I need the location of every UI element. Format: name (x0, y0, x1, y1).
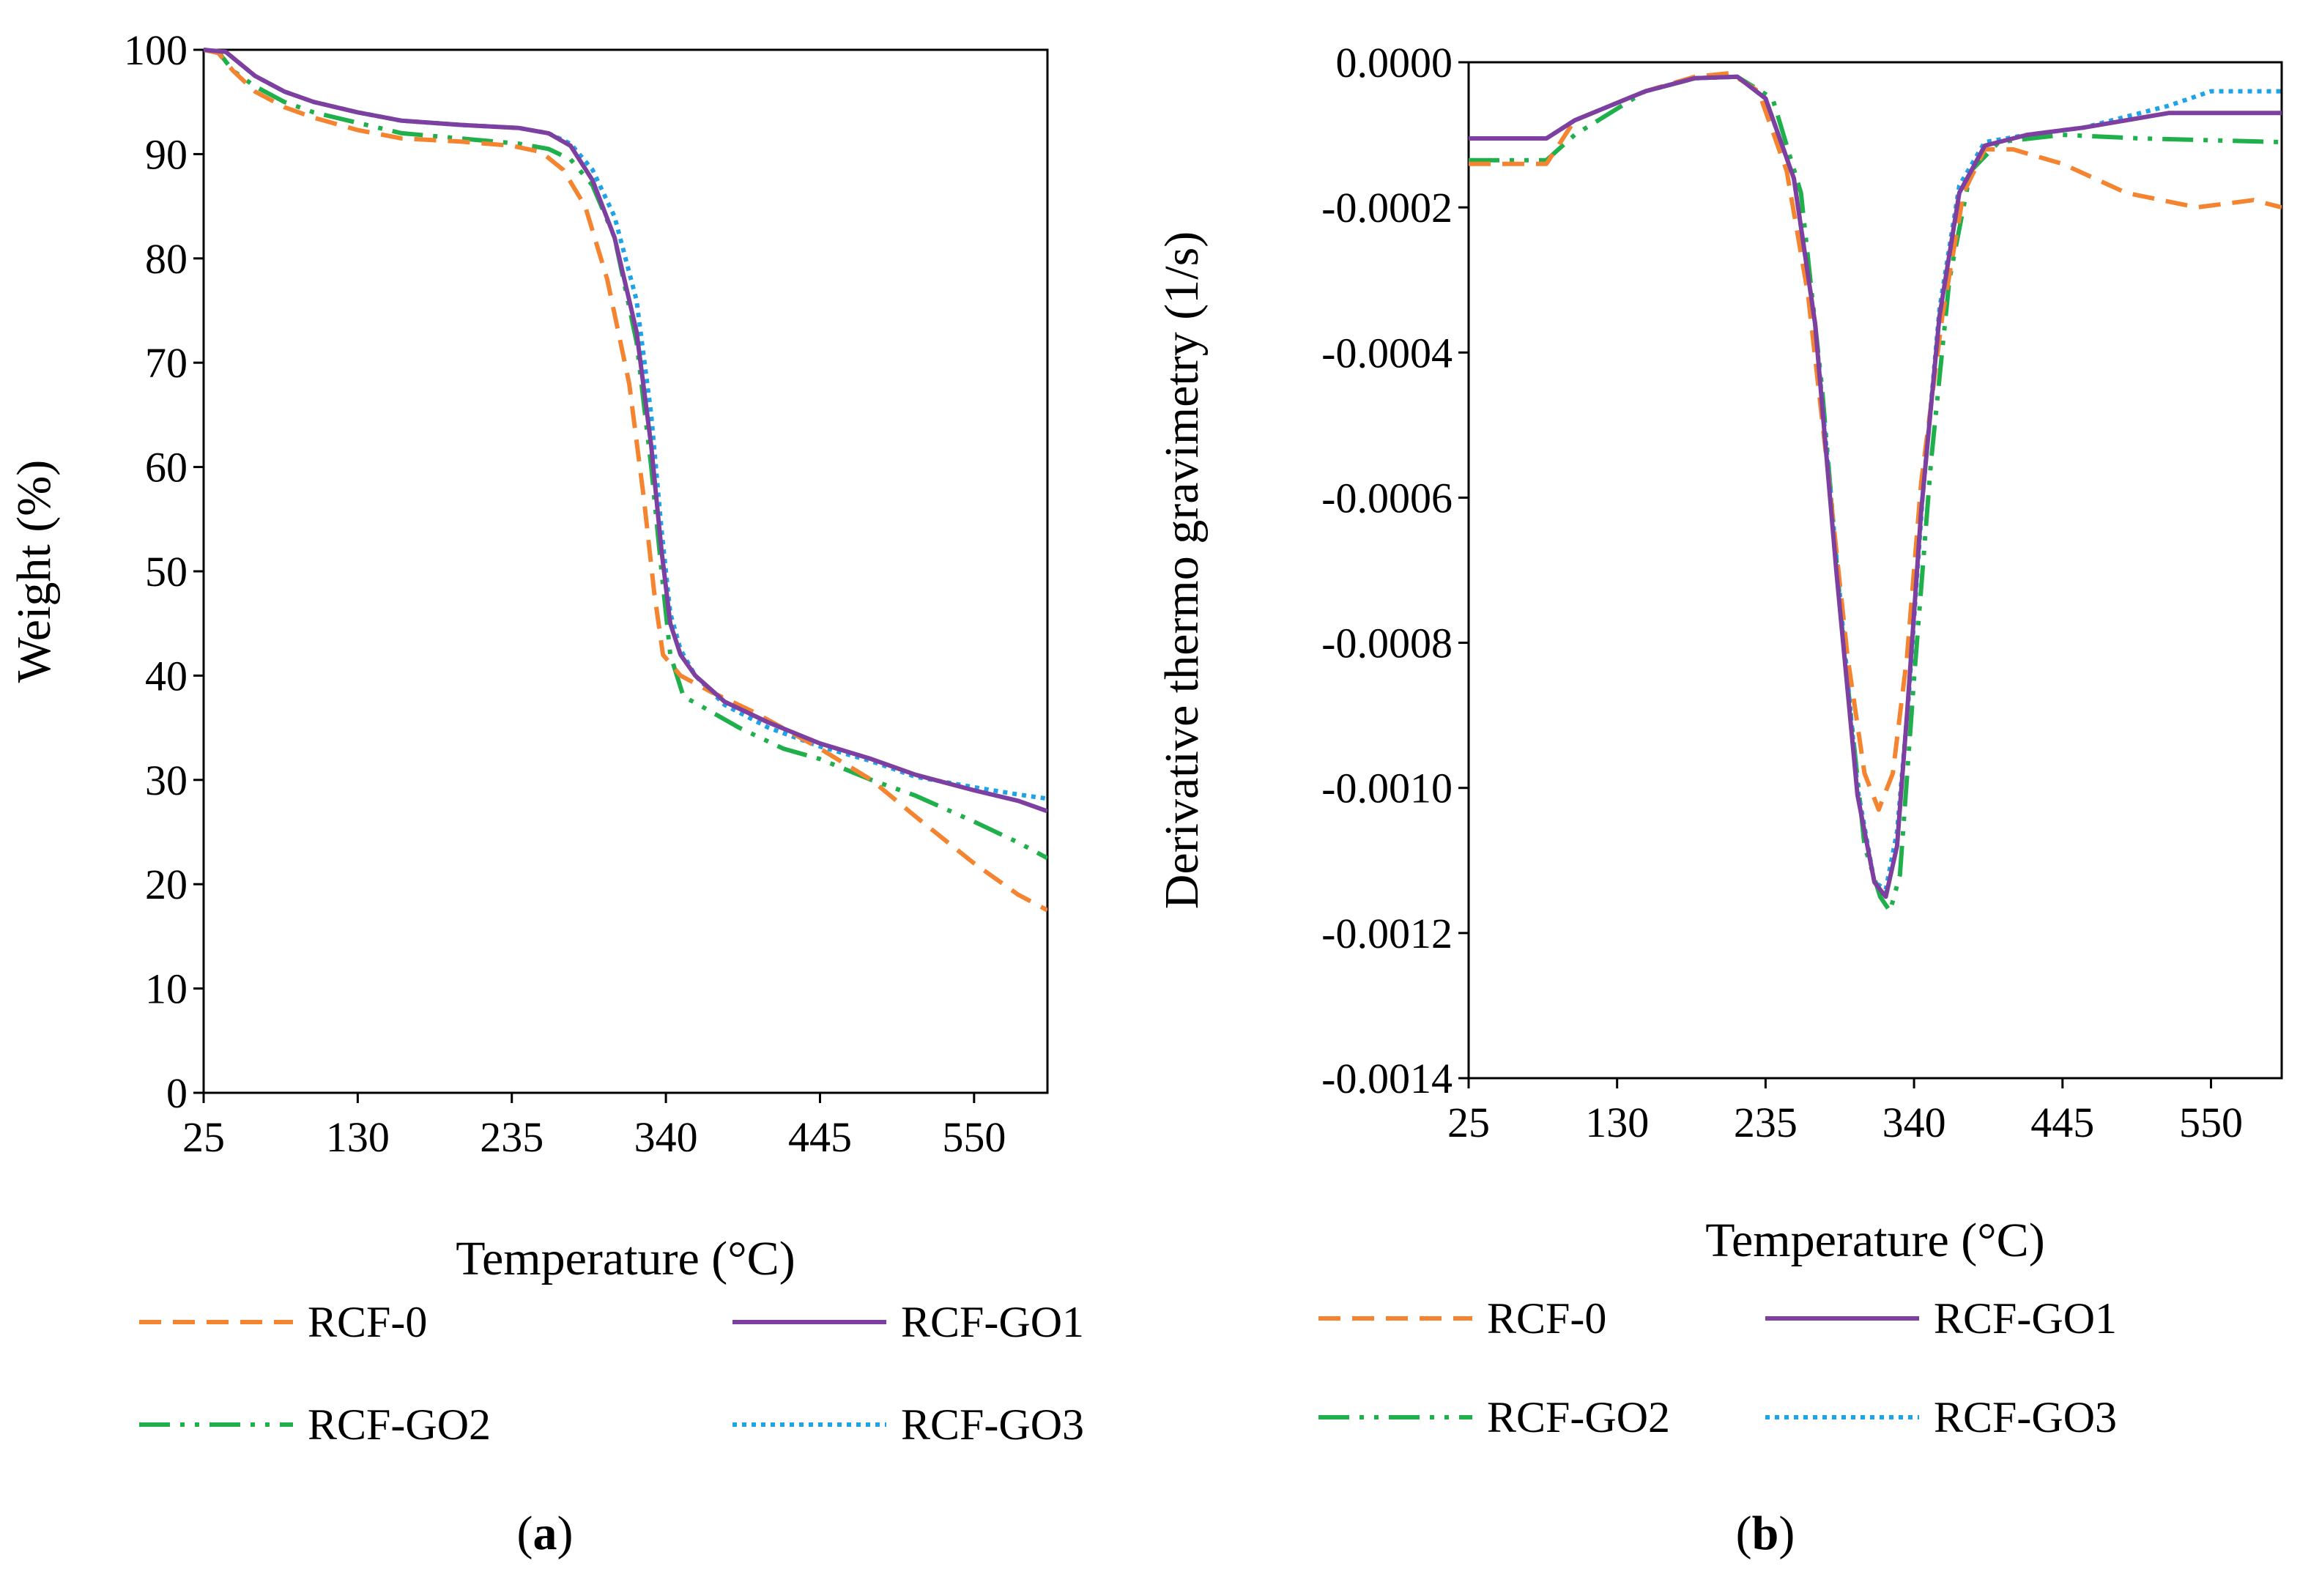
plot-frame-a (202, 48, 1049, 1094)
x-axis-title: Temperature (°C) (456, 1232, 795, 1285)
y-tick-label: 0.0000 (1336, 39, 1453, 86)
series-line-rcf-0 (204, 48, 1047, 913)
y-axis-title: Derivative thermo gravimetry (1/s) (1155, 231, 1209, 910)
chart-panel-a: 0 10 20 30 40 50 60 70 80 90 100 25 130 235 340 445 550 T… (7, 26, 1084, 1560)
series-line-rcf-go3 (1469, 74, 2282, 892)
y-axis-title: Weight (%) (7, 460, 61, 683)
y-tick-label: 40 (145, 652, 188, 699)
y-tick-label: 20 (145, 861, 188, 908)
panel-label-b: (b) (1736, 1507, 1795, 1560)
x-tick-label: 550 (942, 1113, 1006, 1161)
panel-label-a: (a) (517, 1507, 574, 1560)
y-tick-label: -0.0010 (1321, 765, 1453, 812)
x-tick-label: 130 (326, 1113, 390, 1161)
y-tick-label: 100 (124, 26, 188, 74)
x-tick-label: 25 (1447, 1099, 1490, 1146)
x-tick-label: 445 (788, 1113, 852, 1161)
legend-label-rcf-go3: RCF-GO3 (901, 1400, 1084, 1449)
x-tick-label: 235 (1734, 1099, 1798, 1146)
y-tick-label: 60 (145, 444, 188, 491)
x-axis-title: Temperature (°C) (1705, 1214, 2044, 1267)
y-tick-label: 90 (145, 130, 188, 178)
legend-label-rcf-go3: RCF-GO3 (1934, 1393, 2117, 1441)
y-tick-label: 0 (166, 1069, 188, 1117)
y-tick-label: -0.0006 (1321, 474, 1453, 522)
y-tick-label: -0.0004 (1321, 329, 1453, 376)
series-line-rcf-go3 (204, 48, 1047, 801)
x-tick-label: 235 (480, 1113, 544, 1161)
x-tick-label: 550 (2179, 1099, 2243, 1146)
y-tick-label: -0.0012 (1321, 910, 1453, 957)
x-tick-label: 130 (1585, 1099, 1649, 1146)
legend-label-rcf-0: RCF-0 (308, 1298, 427, 1346)
series-line-rcf-go1 (1469, 74, 2282, 899)
x-tick-label: 340 (1882, 1099, 1946, 1146)
y-tick-label: 10 (145, 965, 188, 1013)
series-line-rcf-0 (1469, 70, 2282, 812)
legend-label-rcf-0: RCF-0 (1487, 1294, 1606, 1343)
y-tick-label: -0.0002 (1321, 184, 1453, 231)
legend-label-rcf-go2: RCF-GO2 (1487, 1393, 1670, 1441)
y-tick-label: 80 (145, 235, 188, 283)
series-line-rcf-go1 (204, 48, 1047, 814)
x-tick-label: 25 (182, 1113, 225, 1161)
legend-b: RCF-0 RCF-GO1 RCF-GO2 RCF-GO3 (1318, 1294, 2117, 1441)
x-tick-label: 445 (2030, 1099, 2094, 1146)
series-line-rcf-go2 (204, 48, 1047, 861)
legend-a: RCF-0 RCF-GO1 RCF-GO2 RCF-GO3 (139, 1298, 1084, 1449)
legend-label-rcf-go2: RCF-GO2 (308, 1400, 491, 1449)
y-tick-label: 70 (145, 339, 188, 387)
y-tick-label: -0.0008 (1321, 620, 1453, 667)
legend-label-rcf-go1: RCF-GO1 (1934, 1294, 2117, 1343)
y-tick-label: 50 (145, 548, 188, 595)
series-line-rcf-go2 (1469, 74, 2282, 914)
chart-panel-b: 0.0000 -0.0002 -0.0004 -0.0006 -0.0008 -0.001… (1155, 39, 2283, 1560)
y-tick-label: 30 (145, 757, 188, 804)
y-tick-label: -0.0014 (1321, 1055, 1453, 1102)
plot-frame-b (1467, 61, 2283, 1080)
x-tick-label: 340 (634, 1113, 698, 1161)
legend-label-rcf-go1: RCF-GO1 (901, 1298, 1084, 1346)
